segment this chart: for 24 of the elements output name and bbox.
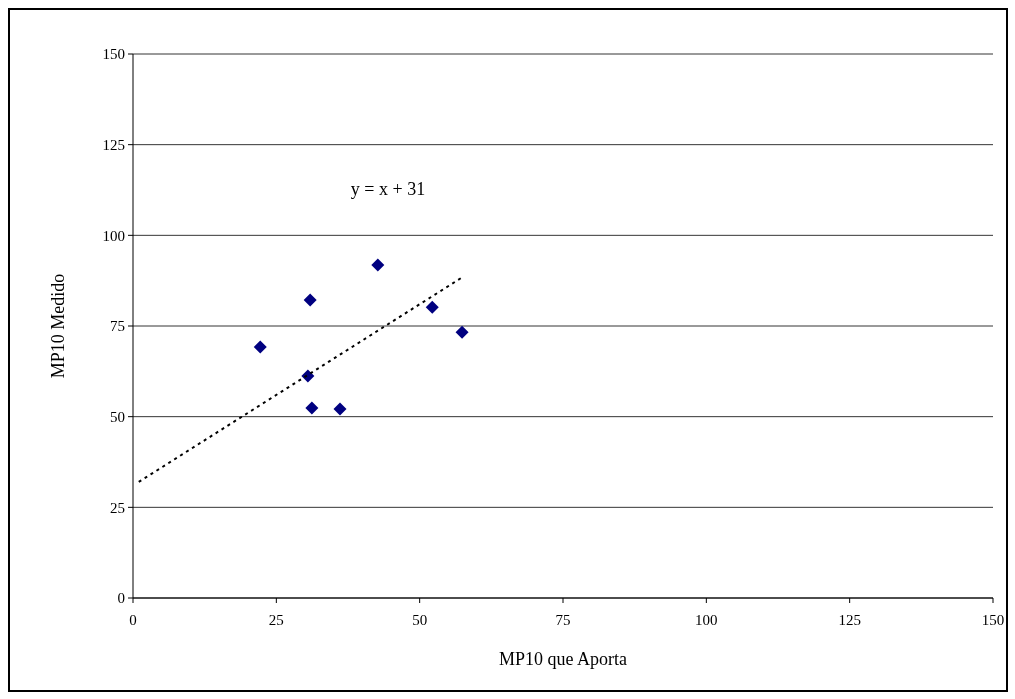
point	[371, 258, 385, 272]
y-tick-label: 125	[102, 136, 125, 153]
annotation: y = x + 31	[350, 179, 426, 200]
x-tick-label: 50	[412, 612, 428, 628]
point	[333, 402, 347, 416]
point	[455, 325, 469, 339]
y-tick-label: 150	[102, 46, 125, 63]
x-tick-label: 0	[129, 612, 137, 628]
x-tick-label: 100	[695, 612, 718, 628]
y-tick-label: 100	[102, 227, 125, 244]
point	[305, 401, 319, 415]
y-tick-label: 25	[110, 499, 125, 516]
y-tick-label: 75	[110, 318, 125, 335]
point	[425, 300, 439, 314]
y-tick-label: 0	[117, 590, 125, 607]
y-axis-title: MP10 Medido	[48, 273, 68, 379]
x-tick-label: 25	[268, 612, 284, 628]
y-tick-label: 50	[110, 408, 125, 425]
x-tick-label: 125	[838, 612, 861, 628]
point	[303, 293, 317, 307]
x-axis-title: MP10 que Aporta	[499, 649, 628, 669]
point	[253, 340, 267, 354]
x-tick-label: 75	[555, 612, 571, 628]
x-tick-label: 150	[981, 612, 1005, 628]
